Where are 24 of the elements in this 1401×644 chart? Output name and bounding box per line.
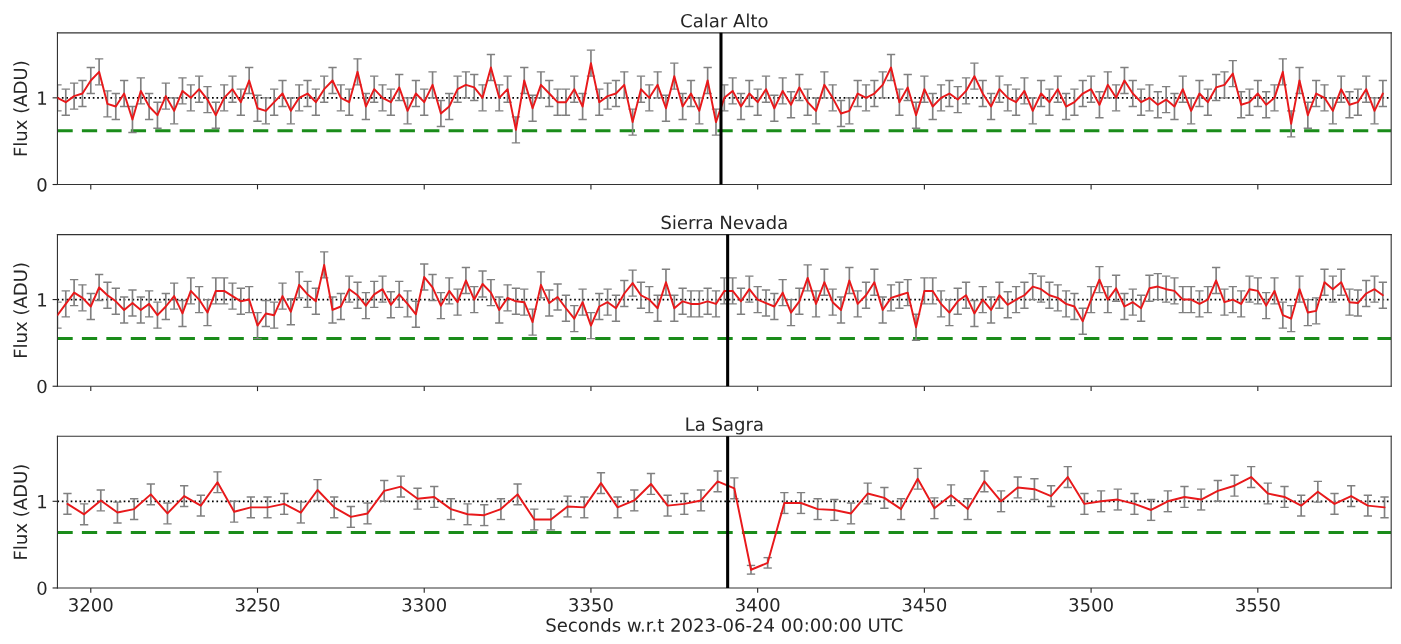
x-tick-label: 3550 xyxy=(1236,598,1280,612)
line-series xyxy=(66,476,1386,571)
x-tick-label: 3450 xyxy=(902,598,947,612)
chart-title: La Sagra xyxy=(686,417,763,435)
line-series xyxy=(57,263,1384,329)
x-tick-label: 3500 xyxy=(1069,598,1113,612)
x-tick-label: 3400 xyxy=(736,598,780,612)
y-tick-label: 0 xyxy=(37,177,47,192)
y-axis-title: Flux (ADU) xyxy=(13,263,30,358)
x-tick-label: 3250 xyxy=(235,598,280,612)
y-tick-label: 0 xyxy=(37,581,47,596)
y-tick-label: 1 xyxy=(38,293,47,307)
chart-title: Sierra Nevada xyxy=(661,215,787,230)
x-tick-label: 3200 xyxy=(69,598,113,612)
line-series xyxy=(57,62,1384,131)
x-tick-label: 3300 xyxy=(402,598,446,612)
y-axis-title: Flux (ADU) xyxy=(13,465,30,559)
y-axis-title: Flux (ADU) xyxy=(13,61,30,156)
chart-title: Calar Alto xyxy=(681,13,768,28)
x-tick-label: 3350 xyxy=(569,598,613,612)
y-tick-label: 0 xyxy=(37,379,47,394)
y-tick-label: 1 xyxy=(38,91,47,105)
y-tick-label: 1 xyxy=(38,495,47,509)
x-axis-title: Seconds w.r.t 2023-06-24 00:00:00 UTC xyxy=(546,617,903,632)
